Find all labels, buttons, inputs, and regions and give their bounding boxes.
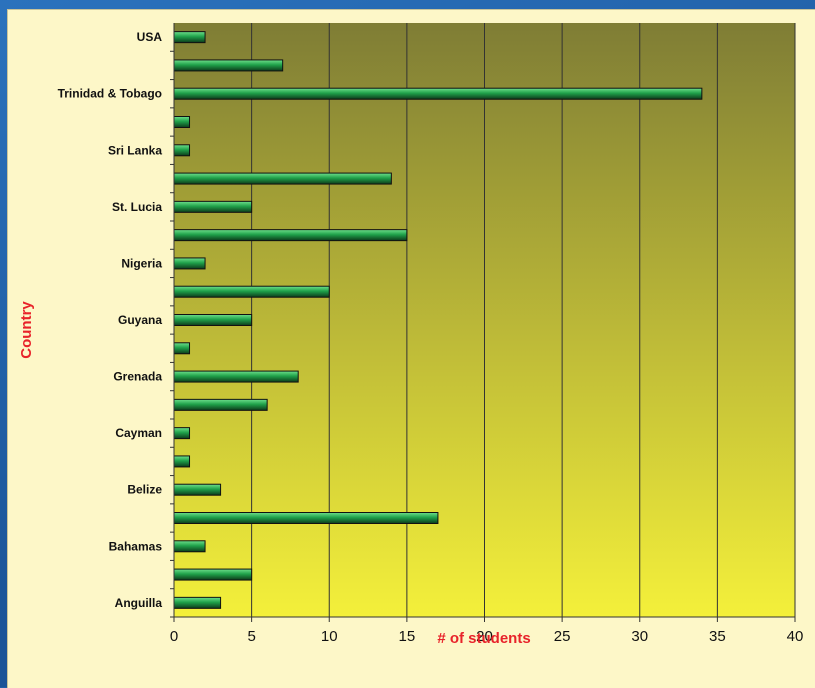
- x-tick-label: 10: [321, 628, 338, 645]
- bar: [173, 144, 191, 157]
- bar: [173, 116, 191, 128]
- category-label: Guyana: [118, 313, 162, 327]
- x-tick-label: 40: [787, 628, 804, 645]
- x-tick-label: 20: [476, 628, 493, 645]
- bar: [173, 398, 268, 411]
- category-label: USA: [137, 30, 163, 44]
- axes: [170, 23, 796, 622]
- category-label: Sri Lanka: [108, 143, 162, 157]
- bar: [173, 229, 408, 242]
- category-label: Anguilla: [115, 596, 163, 610]
- x-tick-label: 15: [399, 628, 416, 645]
- bar: [173, 87, 703, 100]
- category-label: Bahamas: [109, 539, 163, 553]
- category-label: Nigeria: [121, 256, 162, 270]
- bar: [173, 257, 206, 270]
- bar: [173, 455, 191, 468]
- bar: [173, 200, 253, 213]
- x-tick-label: 5: [247, 628, 255, 645]
- bar: [173, 342, 191, 355]
- x-tick-labels: 0 5 10 15 20 25 30 35 40: [170, 628, 804, 645]
- bar: [173, 172, 392, 185]
- category-label: Trinidad & Tobago: [58, 87, 162, 101]
- x-axis-title: # of students: [437, 630, 530, 647]
- bar: [173, 568, 253, 581]
- x-tick-label: 0: [170, 628, 178, 645]
- x-tick-label: 35: [709, 628, 726, 645]
- bar: [173, 596, 222, 609]
- bar: [173, 370, 299, 383]
- category-labels: Anguilla Bahamas Belize Cayman Grenada Guyana…: [58, 30, 163, 610]
- bar: [173, 285, 330, 298]
- category-label: St. Lucia: [112, 200, 162, 214]
- bar: [173, 540, 206, 553]
- x-tick-label: 30: [631, 628, 648, 645]
- y-axis-title: Country: [18, 301, 35, 359]
- category-label: Belize: [127, 483, 162, 497]
- bar: [173, 59, 284, 72]
- bar: [173, 483, 222, 496]
- bars: [173, 31, 703, 609]
- bar: [173, 314, 253, 326]
- bar: [173, 427, 191, 440]
- bar: [173, 512, 439, 524]
- bar: [173, 31, 206, 44]
- x-tick-label: 25: [554, 628, 571, 645]
- category-label: Grenada: [113, 370, 162, 384]
- category-label: Cayman: [115, 426, 162, 440]
